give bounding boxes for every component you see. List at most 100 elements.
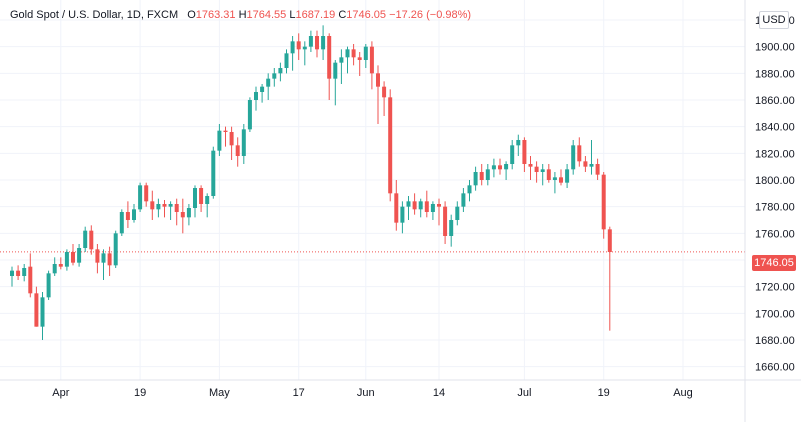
price-tick-label: 1800.00: [755, 175, 795, 187]
time-tick-label: Apr: [52, 387, 69, 399]
candle: [64, 249, 69, 271]
candle-body: [400, 206, 405, 223]
candle-body: [223, 130, 228, 132]
candle: [101, 249, 106, 280]
candle: [302, 41, 307, 66]
candle: [186, 204, 191, 226]
candle-body: [34, 293, 39, 327]
candle: [235, 137, 240, 167]
candle-body: [333, 62, 338, 79]
price-tick-label: 1680.00: [755, 335, 795, 347]
price-axis[interactable]: 1660.001680.001700.001720.001740.001760.…: [744, 0, 795, 422]
candle: [552, 172, 557, 194]
candle: [559, 169, 563, 186]
price-tick-label: 1780.00: [755, 202, 795, 214]
candle: [168, 201, 173, 220]
candle: [156, 198, 161, 218]
time-tick-label: 19: [598, 387, 610, 399]
candle-body: [89, 230, 94, 250]
candle: [266, 73, 271, 100]
candle-body: [217, 130, 222, 151]
price-tick-label: 1700.00: [755, 308, 795, 320]
time-tick-label: Jun: [357, 387, 375, 399]
candle: [272, 68, 277, 87]
candle-body: [607, 229, 612, 252]
candle: [418, 198, 423, 218]
candle: [351, 44, 356, 66]
close-value: 1746.05: [346, 9, 387, 21]
candle: [247, 97, 252, 132]
candle-body: [601, 174, 606, 230]
candle-body: [449, 220, 454, 236]
candle-body: [516, 140, 521, 146]
candle: [150, 190, 155, 220]
candle-body: [308, 36, 313, 47]
candle: [138, 182, 143, 212]
candle-body: [430, 204, 435, 212]
candle: [52, 257, 57, 276]
candle-body: [58, 264, 63, 267]
candle-body: [351, 49, 356, 58]
price-tick-label: 1820.00: [755, 148, 795, 160]
candle: [16, 265, 21, 280]
candle: [571, 140, 576, 175]
candle-body: [46, 273, 51, 298]
candle-body: [412, 201, 417, 210]
candle-body: [10, 270, 14, 276]
high-label: H: [238, 9, 247, 21]
low-value: 1687.19: [295, 9, 336, 21]
currency-button[interactable]: USD: [759, 11, 789, 29]
candle: [412, 193, 417, 215]
candle: [357, 52, 362, 76]
candle: [199, 185, 204, 212]
candle-body: [534, 166, 539, 172]
candle-body: [363, 46, 368, 60]
candle: [174, 198, 179, 226]
time-tick-label: 14: [433, 387, 445, 399]
candles: [10, 25, 612, 340]
time-axis[interactable]: Apr 19 May 17 Jun 14 Jul 19 Aug: [0, 379, 801, 399]
candle: [504, 161, 509, 180]
candle-body: [247, 100, 252, 130]
candle-body: [125, 212, 130, 220]
change-value: −17.26 (−0.98%): [389, 9, 472, 21]
price-tick-label: 1840.00: [755, 122, 795, 134]
candle-body: [16, 270, 21, 276]
candle-body: [211, 150, 216, 196]
candle-body: [394, 193, 399, 223]
candle-body: [162, 204, 167, 207]
candle-body: [64, 252, 69, 267]
candle-body: [113, 233, 118, 266]
candle: [339, 49, 344, 84]
open-label: O: [187, 9, 196, 21]
candle-body: [473, 172, 478, 186]
candle: [333, 60, 338, 106]
candle: [473, 166, 478, 191]
symbol-title[interactable]: Gold Spot / U.S. Dollar, 1D, FXCM: [10, 9, 179, 21]
candle: [388, 89, 393, 202]
candle-body: [369, 46, 374, 74]
candle: [479, 164, 484, 186]
candle: [394, 180, 399, 231]
candle-body: [132, 209, 136, 220]
time-tick-label: 19: [134, 387, 146, 399]
candle: [345, 46, 350, 74]
candle-body: [382, 86, 387, 98]
candle-body: [540, 169, 545, 172]
candle: [205, 193, 210, 218]
candle-body: [418, 201, 423, 210]
candle: [260, 84, 265, 103]
candle-body: [589, 164, 594, 167]
candle: [315, 30, 319, 58]
candle: [607, 226, 612, 331]
candle: [424, 190, 429, 218]
candle-body: [95, 249, 100, 263]
candle-body: [559, 177, 563, 183]
candle: [278, 62, 283, 82]
candle: [144, 182, 149, 207]
candle-body: [144, 185, 149, 202]
candle-body: [290, 41, 295, 54]
high-value: 1764.55: [246, 9, 287, 21]
